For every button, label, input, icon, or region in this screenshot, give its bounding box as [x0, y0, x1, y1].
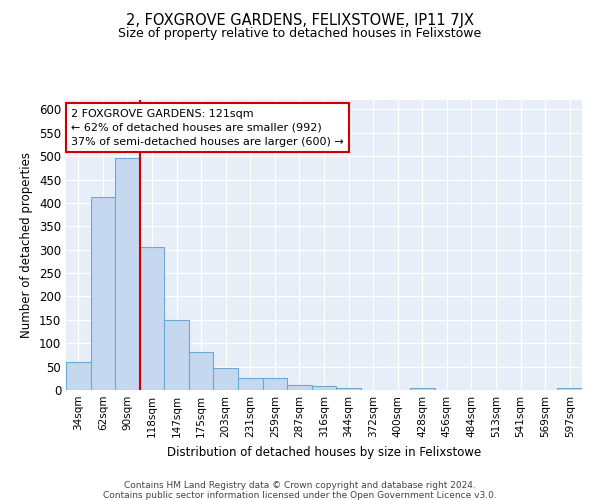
Bar — [140, 248, 164, 390]
Bar — [238, 378, 263, 390]
Bar — [66, 362, 91, 390]
Bar — [91, 197, 115, 390]
Text: Distribution of detached houses by size in Felixstowe: Distribution of detached houses by size … — [167, 446, 481, 459]
Bar — [557, 388, 582, 390]
Bar — [115, 158, 140, 390]
Bar — [164, 320, 189, 390]
Text: Contains HM Land Registry data © Crown copyright and database right 2024.: Contains HM Land Registry data © Crown c… — [124, 482, 476, 490]
Text: Contains public sector information licensed under the Open Government Licence v3: Contains public sector information licen… — [103, 490, 497, 500]
Bar — [410, 388, 434, 390]
Text: 2 FOXGROVE GARDENS: 121sqm
← 62% of detached houses are smaller (992)
37% of sem: 2 FOXGROVE GARDENS: 121sqm ← 62% of deta… — [71, 108, 344, 146]
Bar — [336, 388, 361, 390]
Bar — [287, 386, 312, 390]
Y-axis label: Number of detached properties: Number of detached properties — [20, 152, 34, 338]
Bar — [189, 352, 214, 390]
Text: 2, FOXGROVE GARDENS, FELIXSTOWE, IP11 7JX: 2, FOXGROVE GARDENS, FELIXSTOWE, IP11 7J… — [126, 12, 474, 28]
Text: Size of property relative to detached houses in Felixstowe: Size of property relative to detached ho… — [118, 28, 482, 40]
Bar — [214, 368, 238, 390]
Bar — [263, 378, 287, 390]
Bar — [312, 386, 336, 390]
